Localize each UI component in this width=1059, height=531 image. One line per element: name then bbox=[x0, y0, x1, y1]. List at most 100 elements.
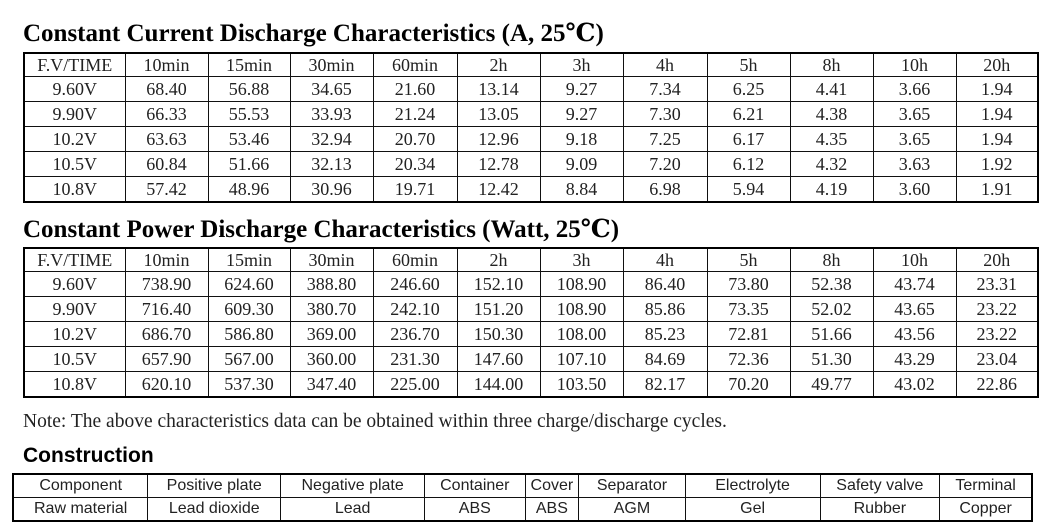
table-cell: 147.60 bbox=[456, 346, 541, 372]
table-cell: Lead bbox=[280, 497, 426, 522]
table-cell: 52.38 bbox=[789, 271, 874, 297]
table-cell: 57.42 bbox=[124, 176, 209, 203]
table-cell: 151.20 bbox=[456, 296, 541, 322]
table-header-row: F.V/TIME 10min 15min 30min 60min 2h 3h 4… bbox=[23, 52, 1039, 77]
table-cell: 86.40 bbox=[622, 271, 708, 297]
table-cell: 23.04 bbox=[955, 346, 1039, 372]
table-cell: 51.66 bbox=[789, 321, 874, 347]
table-cell: 73.80 bbox=[706, 271, 791, 297]
table-cell: 23.22 bbox=[955, 321, 1039, 347]
table-cell: 43.29 bbox=[872, 346, 957, 372]
table-cell: 369.00 bbox=[289, 321, 374, 347]
table-cell: 84.69 bbox=[622, 346, 708, 372]
table-cell: 1.92 bbox=[955, 151, 1039, 177]
note-text: Note: The above characteristics data can… bbox=[23, 411, 727, 432]
table-cell: 30.96 bbox=[289, 176, 374, 203]
table-cell: 22.86 bbox=[955, 371, 1039, 398]
table-cell: 19.71 bbox=[372, 176, 458, 203]
table-cell: Rubber bbox=[819, 497, 941, 522]
table-row: 10.5V 657.90 567.00 360.00 231.30 147.60… bbox=[23, 346, 1039, 372]
table-row: 9.90V 716.40 609.30 380.70 242.10 151.20… bbox=[23, 296, 1039, 322]
table-cell: 82.17 bbox=[622, 371, 708, 398]
table-cell: 144.00 bbox=[456, 371, 541, 398]
header-cell: 15min bbox=[207, 52, 291, 77]
table-cell: 716.40 bbox=[124, 296, 209, 322]
table-cell: 4.32 bbox=[789, 151, 874, 177]
table-row: 10.5V 60.84 51.66 32.13 20.34 12.78 9.09… bbox=[23, 151, 1039, 177]
table-cell: 43.74 bbox=[872, 271, 957, 297]
voltage-cell: 9.90V bbox=[23, 296, 126, 322]
table-cell: 738.90 bbox=[124, 271, 209, 297]
table-cell: 7.20 bbox=[622, 151, 708, 177]
header-cell: Negative plate bbox=[280, 473, 426, 498]
table-cell: 6.17 bbox=[706, 126, 791, 152]
table-row: 10.2V 686.70 586.80 369.00 236.70 150.30… bbox=[23, 321, 1039, 347]
table-cell: 236.70 bbox=[372, 321, 458, 347]
table-cell: 6.98 bbox=[622, 176, 708, 203]
table-cell: 32.13 bbox=[289, 151, 374, 177]
table-cell: Gel bbox=[684, 497, 821, 522]
header-cell: 8h bbox=[789, 247, 874, 272]
header-cell: F.V/TIME bbox=[23, 247, 126, 272]
table-cell: 624.60 bbox=[207, 271, 291, 297]
table-cell: 4.38 bbox=[789, 101, 874, 127]
header-cell: 4h bbox=[622, 52, 708, 77]
table-cell: 246.60 bbox=[372, 271, 458, 297]
table-cell: 609.30 bbox=[207, 296, 291, 322]
voltage-cell: 10.2V bbox=[23, 126, 126, 152]
table-cell: 43.56 bbox=[872, 321, 957, 347]
table-cell: Lead dioxide bbox=[147, 497, 282, 522]
table-cell: 3.60 bbox=[872, 176, 957, 203]
table-cell: 32.94 bbox=[289, 126, 374, 152]
table-cell: 49.77 bbox=[789, 371, 874, 398]
table-cell: 43.65 bbox=[872, 296, 957, 322]
header-cell: Container bbox=[424, 473, 526, 498]
header-cell: 2h bbox=[456, 247, 541, 272]
construction-value-row: Raw material Lead dioxide Lead ABS ABS A… bbox=[12, 497, 1033, 522]
table-row: 10.8V 57.42 48.96 30.96 19.71 12.42 8.84… bbox=[23, 176, 1039, 203]
header-cell: 20h bbox=[955, 52, 1039, 77]
header-cell: 8h bbox=[789, 52, 874, 77]
voltage-cell: 9.90V bbox=[23, 101, 126, 127]
header-cell: 5h bbox=[706, 247, 791, 272]
table-cell: 8.84 bbox=[539, 176, 624, 203]
current-discharge-table: F.V/TIME 10min 15min 30min 60min 2h 3h 4… bbox=[23, 52, 1039, 203]
table-cell: 1.94 bbox=[955, 101, 1039, 127]
header-cell: 5h bbox=[706, 52, 791, 77]
table-cell: 23.31 bbox=[955, 271, 1039, 297]
table-cell: 686.70 bbox=[124, 321, 209, 347]
table-cell: 12.78 bbox=[456, 151, 541, 177]
table-cell: 7.30 bbox=[622, 101, 708, 127]
table-cell: 72.36 bbox=[706, 346, 791, 372]
voltage-cell: 9.60V bbox=[23, 76, 126, 102]
table-cell: 108.00 bbox=[539, 321, 624, 347]
header-cell: 20h bbox=[955, 247, 1039, 272]
voltage-cell: 10.8V bbox=[23, 371, 126, 398]
table-cell: 9.18 bbox=[539, 126, 624, 152]
table-cell: 56.88 bbox=[207, 76, 291, 102]
header-cell: 60min bbox=[372, 247, 458, 272]
header-cell: 30min bbox=[289, 247, 374, 272]
table-cell: 6.21 bbox=[706, 101, 791, 127]
table-cell: 34.65 bbox=[289, 76, 374, 102]
power-table-title: Constant Power Discharge Characteristics… bbox=[23, 216, 620, 243]
table-cell: 70.20 bbox=[706, 371, 791, 398]
table-row: 9.90V 66.33 55.53 33.93 21.24 13.05 9.27… bbox=[23, 101, 1039, 127]
table-cell: 3.63 bbox=[872, 151, 957, 177]
table-cell: 360.00 bbox=[289, 346, 374, 372]
table-cell: 51.66 bbox=[207, 151, 291, 177]
table-cell: 13.14 bbox=[456, 76, 541, 102]
table-cell: ABS bbox=[524, 497, 580, 522]
table-cell: 108.90 bbox=[539, 271, 624, 297]
table-cell: 63.63 bbox=[124, 126, 209, 152]
table-row: 10.8V 620.10 537.30 347.40 225.00 144.00… bbox=[23, 371, 1039, 398]
table-cell: 55.53 bbox=[207, 101, 291, 127]
table-cell: 586.80 bbox=[207, 321, 291, 347]
voltage-cell: 9.60V bbox=[23, 271, 126, 297]
voltage-cell: 10.5V bbox=[23, 346, 126, 372]
table-cell: 4.41 bbox=[789, 76, 874, 102]
table-cell: 53.46 bbox=[207, 126, 291, 152]
table-cell: 12.96 bbox=[456, 126, 541, 152]
voltage-cell: 10.8V bbox=[23, 176, 126, 203]
table-cell: 21.60 bbox=[372, 76, 458, 102]
